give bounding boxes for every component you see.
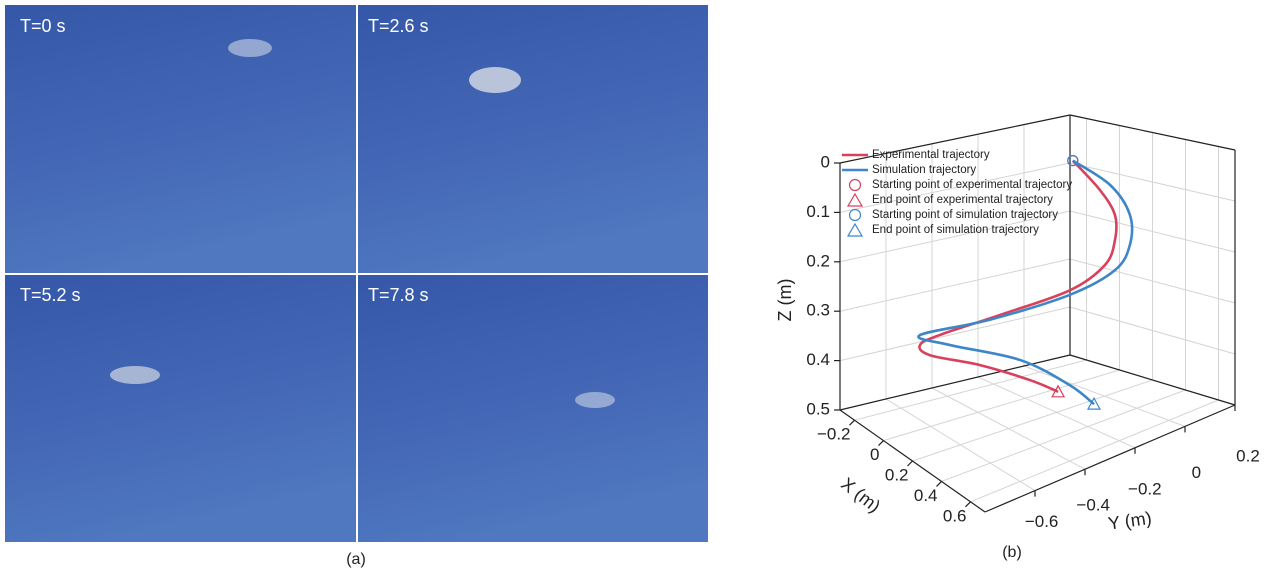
z-tick-label: 0.1	[806, 202, 830, 221]
axis-label: X (m)	[837, 474, 884, 517]
z-tick-label: 0.4	[806, 350, 830, 369]
x-tick-label: 0.2	[885, 465, 909, 484]
x-tick-label: 0.4	[914, 486, 938, 505]
grid-line	[840, 307, 1070, 361]
legend-swatch	[850, 210, 861, 221]
frame-label: T=5.2 s	[20, 285, 81, 305]
legend-swatch	[848, 194, 862, 206]
frame-label: T=7.8 s	[368, 285, 429, 305]
figure: T=0 s T=2.6 s T=5.2 s T=7.8 s (a) (b) 00…	[0, 0, 1271, 573]
frame-label: T=0 s	[20, 16, 66, 36]
y-tick-label: 0.2	[1236, 446, 1260, 465]
robot	[110, 366, 160, 384]
legend-label: End point of simulation trajectory	[872, 224, 1039, 236]
grid-line	[884, 370, 1120, 441]
z-tick-label: 0.5	[806, 399, 830, 418]
plot: 0 0.1 0.2 0.3 0.4 0.5 −0.2 0 0.2 0.4 0.6 −0.6 −0.4 −0…	[775, 115, 1260, 534]
photo	[358, 275, 708, 542]
legend-swatch	[850, 180, 861, 191]
z-tick-label: 0.3	[806, 301, 830, 320]
photo	[5, 275, 356, 542]
caption: (a)	[346, 551, 366, 568]
grid-line	[942, 390, 1186, 481]
x-tick-label: 0	[870, 445, 879, 464]
robot	[228, 39, 272, 57]
axis-label: Z (m)	[775, 279, 795, 322]
z-tick-label: 0	[821, 152, 830, 171]
photo-panel: T=0 s T=2.6 s T=5.2 s T=7.8 s (a)	[5, 5, 708, 568]
x-tick-label: 0.6	[943, 506, 967, 525]
robot	[469, 67, 521, 93]
legend-label: Simulation trajectory	[872, 164, 976, 176]
photo	[358, 5, 708, 273]
axis-label: Y (m)	[1107, 508, 1153, 534]
legend-label: End point of experimental trajectory	[872, 194, 1053, 206]
caption: (b)	[1002, 544, 1022, 561]
grid-line	[971, 400, 1219, 502]
legend-label: Starting point of simulation trajectory	[872, 209, 1058, 221]
grid-line	[913, 380, 1153, 461]
z-tick-label: 0.2	[806, 251, 830, 270]
legend-swatch	[848, 224, 862, 236]
photo	[5, 5, 356, 273]
y-tick-label: −0.6	[1025, 512, 1059, 531]
frame-label: T=2.6 s	[368, 16, 429, 36]
y-tick-label: 0	[1192, 463, 1201, 482]
x-tick-label: −0.2	[817, 425, 851, 444]
legend-label: Starting point of experimental trajector…	[872, 179, 1072, 191]
axis-edge	[985, 405, 1235, 512]
robot	[575, 392, 615, 408]
y-tick-label: −0.2	[1128, 479, 1162, 498]
legend-label: Experimental trajectory	[872, 149, 990, 161]
y-tick-label: −0.4	[1076, 496, 1110, 515]
